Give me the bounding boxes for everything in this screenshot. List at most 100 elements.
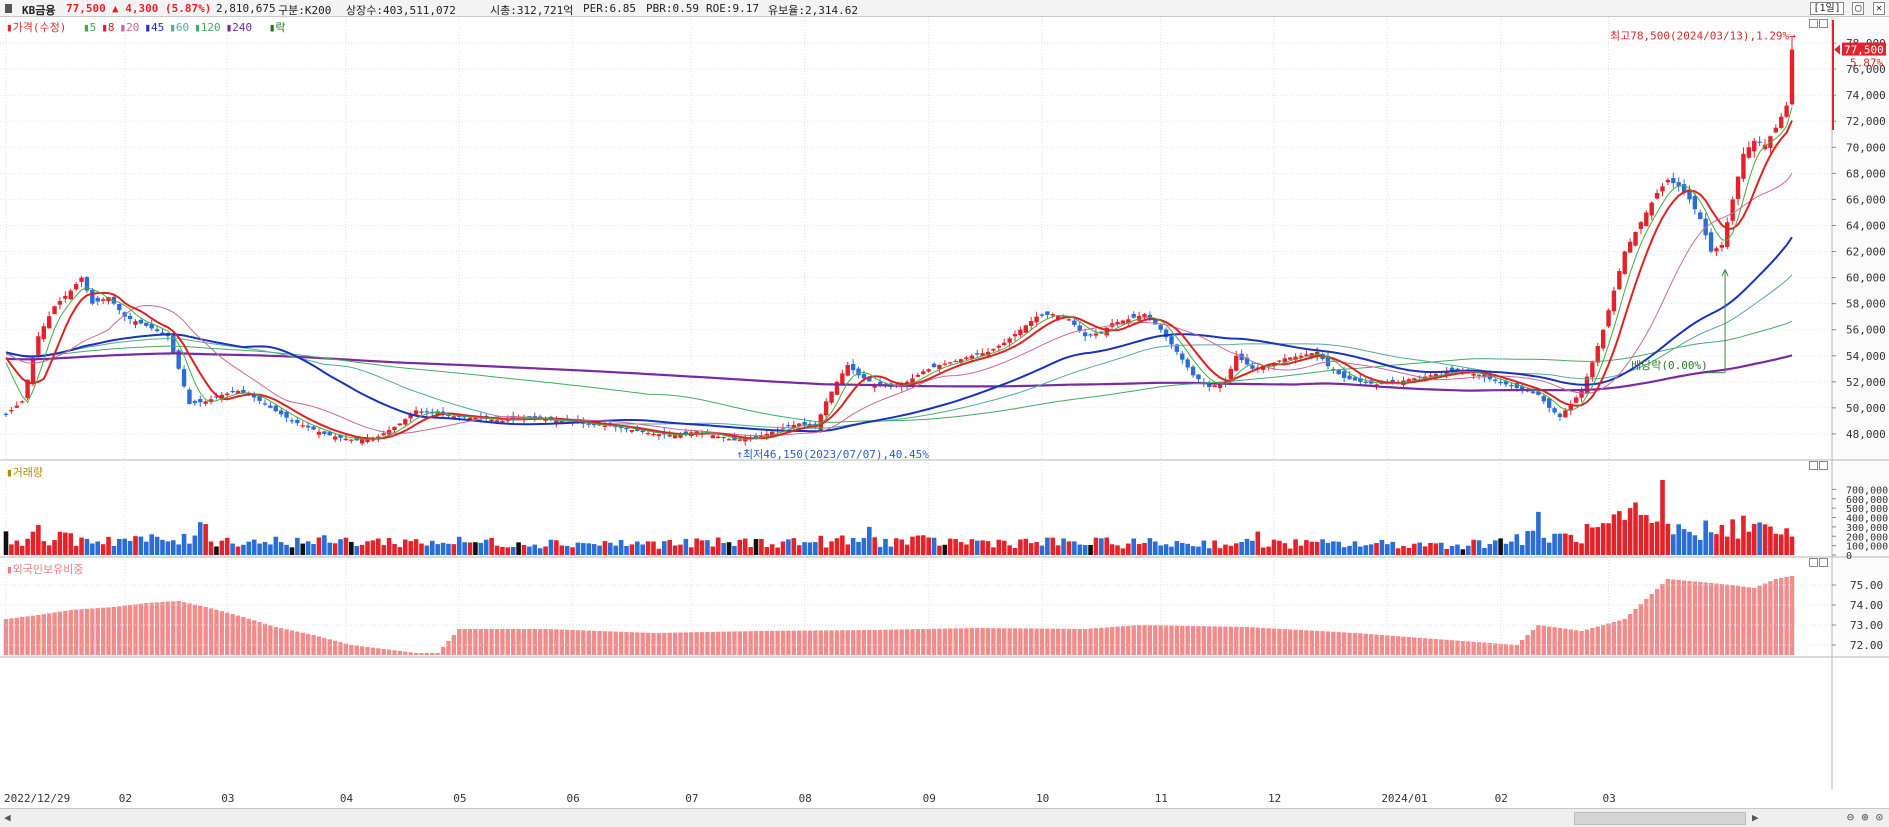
pane-maximize-icon[interactable] [1809, 19, 1818, 28]
candle-body [1779, 116, 1784, 128]
foreign-bar [532, 629, 537, 655]
foreign-bar [219, 611, 225, 655]
volume-bar [554, 540, 559, 555]
candle-body [14, 405, 19, 408]
pane-maximize-icon[interactable] [1809, 558, 1818, 567]
candle-body [618, 426, 624, 429]
foreign-bar [1347, 632, 1352, 655]
y-tick-label: 58,000 [1846, 298, 1886, 311]
foreign-bar [1714, 583, 1719, 655]
volume-bar [1287, 548, 1293, 555]
candle-body [948, 362, 953, 364]
candle-body [1341, 371, 1347, 378]
volume-bar [818, 535, 824, 555]
volume-bar [845, 544, 851, 555]
volume-pane-controls[interactable] [1808, 461, 1828, 473]
volume-bar [667, 539, 672, 555]
zoom-controls[interactable]: ⊖ ⊕ ⊙ [1846, 810, 1883, 824]
foreign-bar [926, 628, 931, 655]
candle-body [214, 396, 219, 398]
pane-close-icon[interactable] [1819, 461, 1828, 470]
candle-body [845, 364, 850, 376]
stock-name[interactable]: KB금융 [22, 4, 56, 17]
candle-body [1304, 354, 1309, 356]
candle-body [694, 431, 699, 435]
ma5-line [5, 107, 1793, 440]
foreign-bar [1660, 584, 1665, 655]
foreign-bar [73, 609, 79, 655]
pane-maximize-icon[interactable] [1809, 461, 1818, 470]
restore-icon[interactable]: ▢ [1852, 2, 1865, 15]
foreign-bar [796, 630, 802, 655]
period-button[interactable]: [1일] [1810, 2, 1844, 15]
pane-close-icon[interactable] [1819, 19, 1828, 28]
foreign-bar [591, 630, 597, 655]
foreign-bar [543, 629, 548, 655]
foreign-bar [1789, 576, 1795, 655]
candle-body [1622, 251, 1627, 274]
close-icon[interactable]: ✕ [1872, 2, 1885, 15]
foreign-bar [1708, 583, 1714, 655]
foreign-bar [1509, 644, 1514, 655]
candle-body [138, 319, 144, 324]
low-annotation: ↑최저46,150(2023/07/07),40.45% [736, 448, 929, 461]
foreign-bar [1163, 625, 1169, 655]
candle-body [424, 411, 430, 413]
plot-background [0, 17, 1832, 657]
foreign-bar [683, 632, 689, 655]
pane-close-icon[interactable] [1819, 558, 1828, 567]
volume-bar [899, 539, 904, 555]
foreign-bar [1045, 628, 1050, 655]
scroll-thumb[interactable] [1574, 812, 1746, 825]
candle-body [1627, 241, 1633, 253]
candle-body [300, 425, 305, 427]
chart-scrollbar[interactable]: ◀ ▶ ⊖ ⊕ ⊙ [0, 808, 1889, 827]
scroll-left-icon[interactable]: ◀ [4, 811, 11, 824]
foreign-bar [948, 628, 953, 655]
volume-bar [850, 537, 856, 555]
candle-body [1336, 369, 1341, 375]
volume-bar [1509, 541, 1514, 555]
scroll-right-icon[interactable]: ▶ [1752, 811, 1759, 824]
volume-bar [106, 536, 111, 555]
volume-bar [100, 544, 106, 555]
candle-body [225, 393, 230, 396]
candle-body [1644, 212, 1649, 227]
foreign-bar [1072, 628, 1077, 655]
volume-bar [753, 539, 759, 555]
volume-bar [985, 541, 991, 555]
volume-bar [1401, 545, 1406, 555]
candle-body [397, 423, 403, 426]
volume-bar [397, 547, 403, 555]
price-legend: ▮가격(수정) ▮5 ▮8 ▮20 ▮45 ▮60 ▮120 ▮240 ▮락 [6, 19, 295, 35]
foreign-bar [511, 629, 516, 655]
volume-bar [435, 544, 440, 555]
candle-body [656, 434, 662, 437]
stock-chart[interactable]: 2022/12/29 02 03 04 05 06 07 08 09 10 11 12 2024/01 0… [0, 0, 1889, 808]
x-tick-label: 2024/01 [1381, 792, 1427, 805]
volume-bar [732, 545, 737, 555]
foreign-bar [1261, 627, 1266, 655]
stock-info-bar: KB금융 77,500 ▲ 4,300 (5.87%) 2,810,675 구분… [0, 0, 1889, 17]
candle-body [737, 439, 743, 441]
foreign-pane-controls[interactable] [1808, 558, 1828, 570]
volume-bar [311, 544, 316, 555]
volume-bar [494, 545, 500, 555]
foreign-bar [1417, 637, 1422, 655]
candle-body [9, 410, 14, 412]
foreign-bar [975, 628, 980, 655]
foreign-bar [894, 629, 899, 655]
volume-bar [964, 544, 969, 555]
candle-body [1250, 365, 1255, 369]
volume-bar [1455, 544, 1460, 555]
volume-bar [661, 541, 667, 555]
volume-bar [219, 540, 225, 555]
candle-body [1530, 391, 1536, 394]
foreign-bar [1444, 639, 1449, 655]
foreign-bar [1223, 626, 1228, 655]
foreign-bar [1207, 626, 1212, 655]
foreign-bar [370, 647, 376, 655]
candle-body [192, 400, 198, 404]
volume-bar [775, 547, 780, 555]
price-pane-controls[interactable] [1808, 19, 1828, 31]
